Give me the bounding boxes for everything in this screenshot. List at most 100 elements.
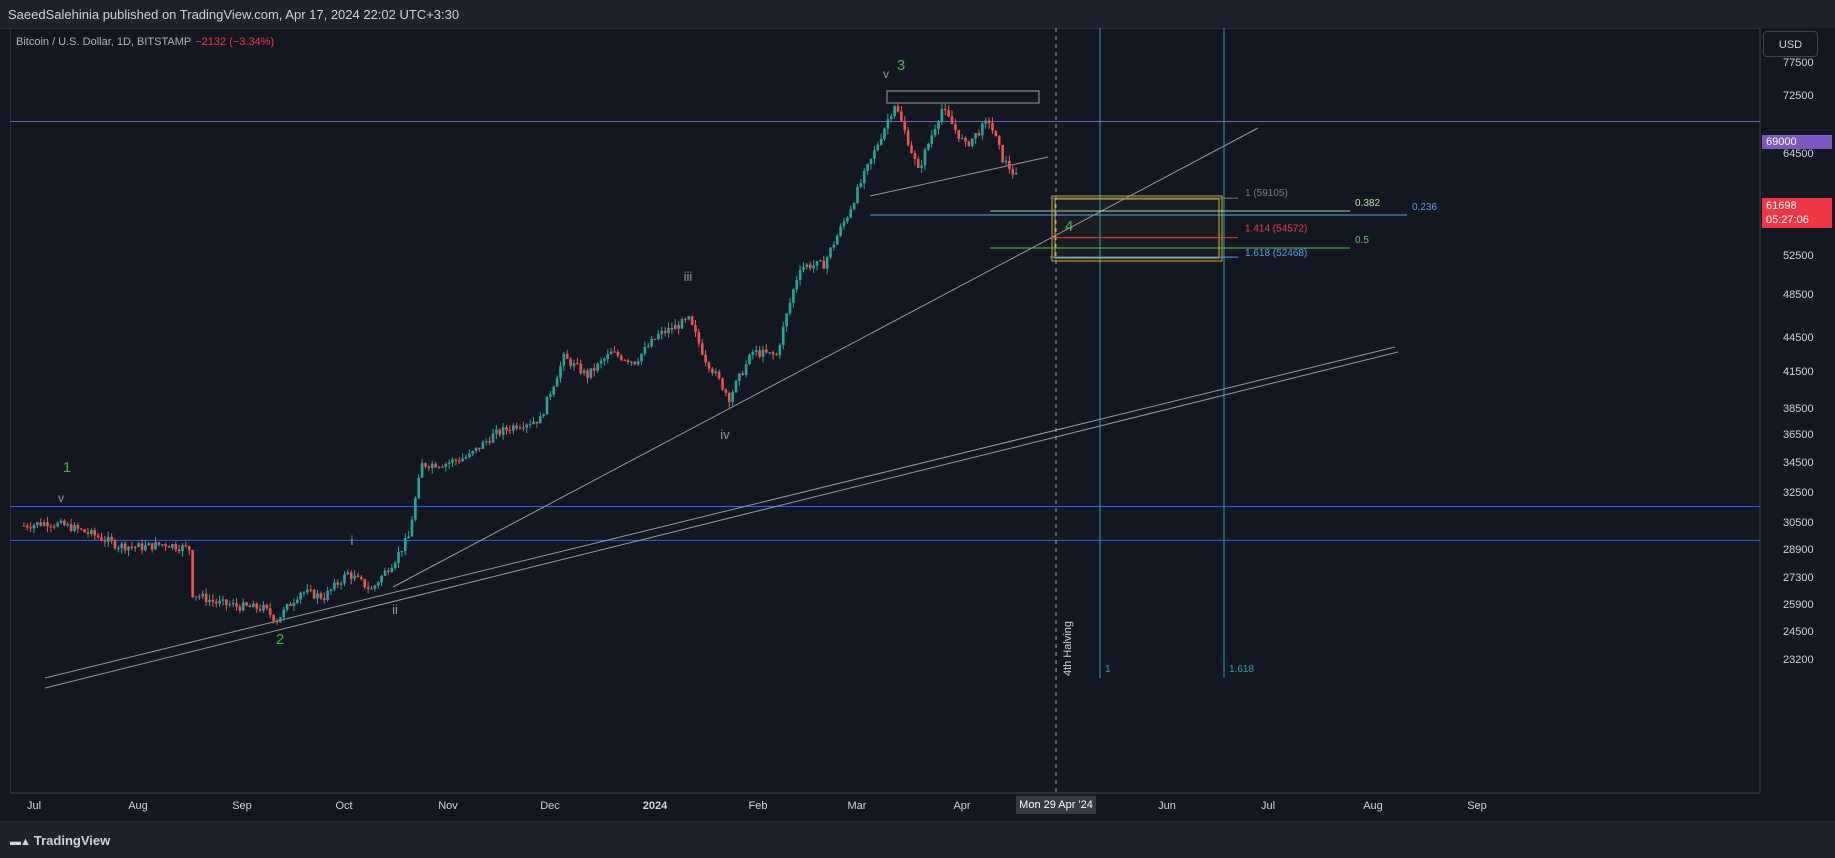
- candle: [484, 438, 488, 446]
- candle: [140, 539, 144, 555]
- candle-body: [916, 158, 920, 168]
- candle-body: [873, 150, 876, 159]
- candle: [86, 528, 90, 538]
- candle-body: [788, 302, 792, 314]
- candle: [646, 342, 650, 348]
- candle-body: [798, 269, 802, 280]
- candle-body: [994, 130, 998, 137]
- fib-ext-1-label: 1 (59105): [1245, 188, 1288, 199]
- time-fib-1618-label: 1.618: [1229, 664, 1254, 675]
- candle: [90, 528, 93, 537]
- candle: [225, 598, 228, 611]
- time-axis[interactable]: [10, 793, 1760, 822]
- candle: [427, 465, 431, 472]
- candle: [943, 103, 947, 116]
- candle-body: [997, 136, 1001, 146]
- candle: [893, 105, 896, 119]
- candle-body: [781, 326, 785, 346]
- candle: [204, 588, 208, 606]
- candle: [279, 617, 282, 623]
- candle-body: [565, 353, 569, 359]
- candle-body: [518, 427, 522, 429]
- candle: [636, 357, 640, 367]
- candle: [903, 116, 907, 135]
- tradingview-logo[interactable]: ▬▲ TradingView: [10, 833, 110, 848]
- time-tick-label: Feb: [748, 800, 768, 812]
- price-tick-label: 48500: [1783, 289, 1814, 301]
- trend-line-lower-a: [44, 346, 1396, 679]
- candle-body: [677, 324, 680, 329]
- candle-body: [555, 378, 559, 387]
- candle-body: [643, 346, 647, 354]
- candle: [1014, 167, 1018, 175]
- chart-pane[interactable]: [10, 28, 1760, 793]
- candle-body: [427, 466, 431, 469]
- candle: [542, 413, 545, 418]
- candle: [717, 369, 721, 381]
- candle: [103, 536, 107, 547]
- candle-body: [761, 349, 765, 357]
- price-tick-label: 44500: [1783, 332, 1814, 344]
- candle-body: [596, 363, 599, 371]
- candle-body: [714, 371, 718, 374]
- fib-ret-0236-label: 0.236: [1412, 202, 1437, 213]
- candle: [417, 474, 421, 500]
- candle: [214, 598, 218, 608]
- candle: [849, 205, 853, 219]
- candle: [603, 357, 606, 366]
- candle-body: [876, 144, 880, 151]
- wave-label-3: 3: [897, 57, 905, 74]
- candle: [127, 546, 130, 557]
- candle-body: [295, 599, 299, 603]
- candle-body: [373, 585, 377, 589]
- candle-body: [977, 133, 981, 136]
- candle-body: [657, 334, 660, 340]
- candle-body: [754, 350, 758, 353]
- candle: [900, 106, 903, 122]
- candle: [960, 134, 964, 140]
- candle-body: [56, 522, 59, 527]
- candle: [76, 522, 80, 534]
- symbol-legend[interactable]: Bitcoin / U.S. Dollar, 1D, BITSTAMP −2132…: [16, 36, 274, 48]
- candle: [83, 528, 86, 533]
- candle: [576, 357, 579, 366]
- candle: [687, 315, 691, 321]
- candle-body: [967, 141, 971, 146]
- candle-body: [417, 477, 421, 499]
- candle-body: [522, 427, 525, 429]
- candle-body: [339, 583, 343, 585]
- candle-body: [52, 526, 56, 528]
- candle-body: [447, 462, 451, 464]
- candle: [596, 362, 599, 373]
- candle-body: [140, 543, 144, 551]
- crosshair-date-label: Mon 29 Apr '24: [1016, 796, 1096, 814]
- candle-body: [684, 319, 687, 321]
- candle-body: [73, 524, 76, 531]
- candle-body: [981, 123, 984, 136]
- candle: [171, 543, 174, 551]
- candle: [113, 538, 117, 551]
- time-tick-label: Oct: [335, 800, 353, 812]
- candle: [586, 368, 589, 384]
- candle: [130, 541, 134, 551]
- candle: [373, 584, 377, 592]
- candle-body: [414, 498, 417, 520]
- time-tick-label: Apr: [953, 800, 971, 812]
- candle: [120, 542, 124, 554]
- candle: [164, 542, 167, 551]
- candle-body: [434, 463, 437, 468]
- currency-button[interactable]: USD: [1763, 31, 1818, 57]
- candle-body: [937, 121, 940, 130]
- price-axis[interactable]: [1760, 28, 1835, 793]
- candle: [194, 596, 198, 601]
- candle-body: [225, 599, 228, 605]
- candle: [650, 335, 653, 348]
- candle: [187, 545, 191, 556]
- candle-body: [430, 463, 434, 469]
- candle-body: [174, 544, 178, 550]
- candle-body: [171, 544, 174, 548]
- candle: [370, 585, 373, 590]
- candle: [201, 590, 205, 600]
- candle: [704, 349, 707, 367]
